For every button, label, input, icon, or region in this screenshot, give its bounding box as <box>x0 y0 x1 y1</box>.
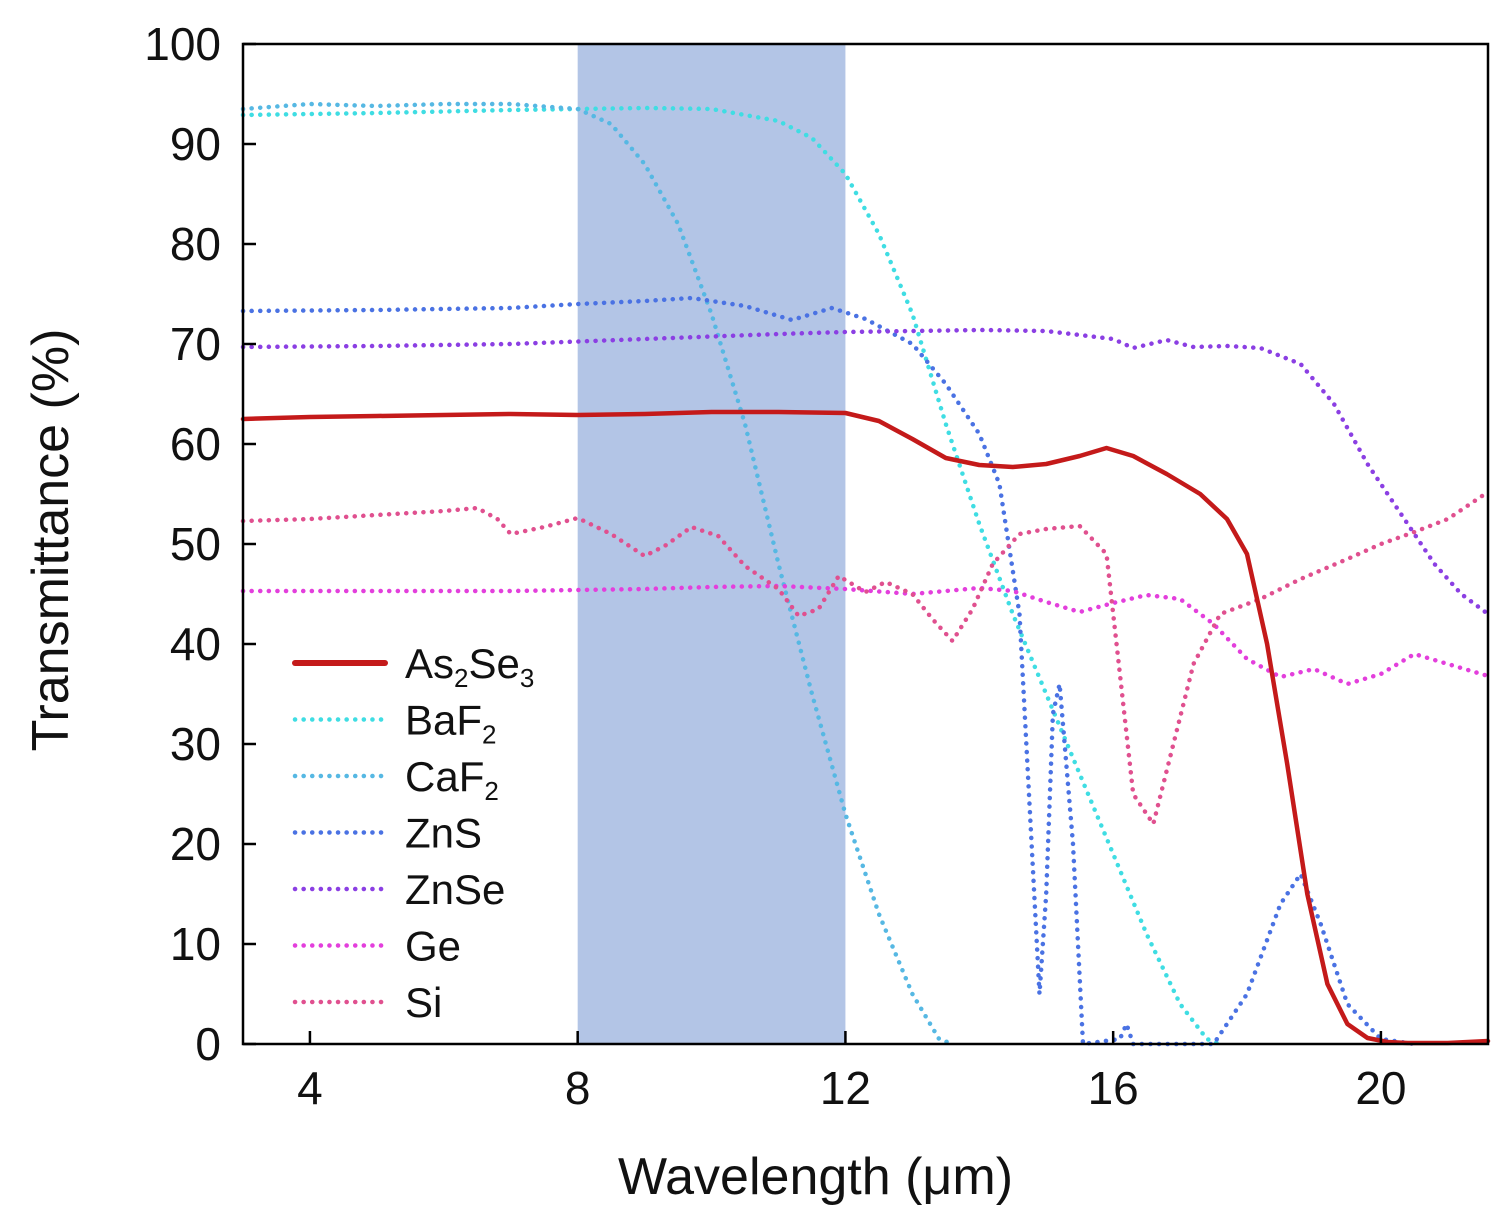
y-tick-label: 90 <box>170 118 221 170</box>
x-axis-title: Wavelength (μm) <box>618 1148 1013 1206</box>
series-line-si <box>240 489 1491 827</box>
axes-layer: 0 10 20 30 40 50 60 70 80 90 100 4 8 12 16 20 <box>144 18 1406 1114</box>
y-tick-label: 60 <box>170 418 221 470</box>
x-tick-label: 20 <box>1355 1062 1406 1114</box>
y-tick-label: 50 <box>170 518 221 570</box>
legend-label-as2se3: As2Se3 <box>405 640 534 693</box>
legend-label-si: Si <box>405 979 442 1026</box>
series-line-ge <box>240 583 1491 687</box>
x-tick-label: 16 <box>1088 1062 1139 1114</box>
series-line-baf2 <box>240 105 1223 1047</box>
series-line-znse <box>240 327 1491 617</box>
x-tick-label: 12 <box>820 1062 871 1114</box>
highlight-band <box>577 44 846 1044</box>
legend-label-ge: Ge <box>405 923 461 970</box>
y-tick-label: 40 <box>170 618 221 670</box>
y-tick-label: 0 <box>195 1018 221 1070</box>
x-tick-label: 8 <box>565 1062 591 1114</box>
series-line-caf2 <box>240 101 955 1047</box>
legend-label-znse: ZnSe <box>405 866 505 913</box>
legend-label-baf2: BaF2 <box>405 697 497 750</box>
y-tick-label: 30 <box>170 718 221 770</box>
y-tick-label: 10 <box>170 918 221 970</box>
y-tick-label: 80 <box>170 218 221 270</box>
y-tick-label: 100 <box>144 18 221 70</box>
series-layer <box>240 101 1491 1047</box>
y-axis-title: Transmittance (%) <box>22 329 80 752</box>
x-tick-label: 4 <box>297 1062 323 1114</box>
series-line-as2se3 <box>240 409 1491 1046</box>
series-line-zns <box>240 295 1417 1047</box>
legend-label-caf2: CaF2 <box>405 753 499 806</box>
y-tick-label: 70 <box>170 318 221 370</box>
y-tick-label: 20 <box>170 818 221 870</box>
legend-label-zns: ZnS <box>405 810 482 857</box>
